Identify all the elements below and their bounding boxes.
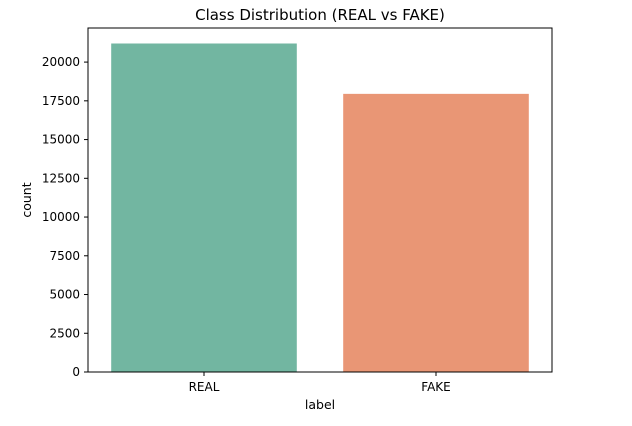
x-tick-label: REAL (189, 380, 220, 394)
y-axis-title: count (19, 182, 34, 217)
x-axis-title: label (305, 397, 335, 412)
y-tick-label: 0 (72, 365, 80, 379)
y-tick-label: 17500 (42, 94, 80, 108)
y-tick-label: 12500 (42, 171, 80, 185)
bars-layer (111, 43, 529, 373)
x-tick-label: FAKE (421, 380, 450, 394)
plot-frame (87, 27, 553, 373)
y-tick-label: 10000 (42, 210, 80, 224)
bar-real (111, 43, 297, 372)
y-axis: 0 2500 5000 7500 10000 12500 15000 17500 20000 (42, 55, 88, 379)
y-tick-label: 7500 (49, 249, 80, 263)
chart-title: Class Distribution (REAL vs FAKE) (195, 6, 445, 24)
bar-fake (343, 93, 529, 373)
y-tick-label: 15000 (42, 133, 80, 147)
y-tick-label: 2500 (49, 326, 80, 340)
y-tick-label: 20000 (42, 55, 80, 69)
y-tick-label: 5000 (49, 288, 80, 302)
x-axis: REAL FAKE (189, 372, 451, 394)
